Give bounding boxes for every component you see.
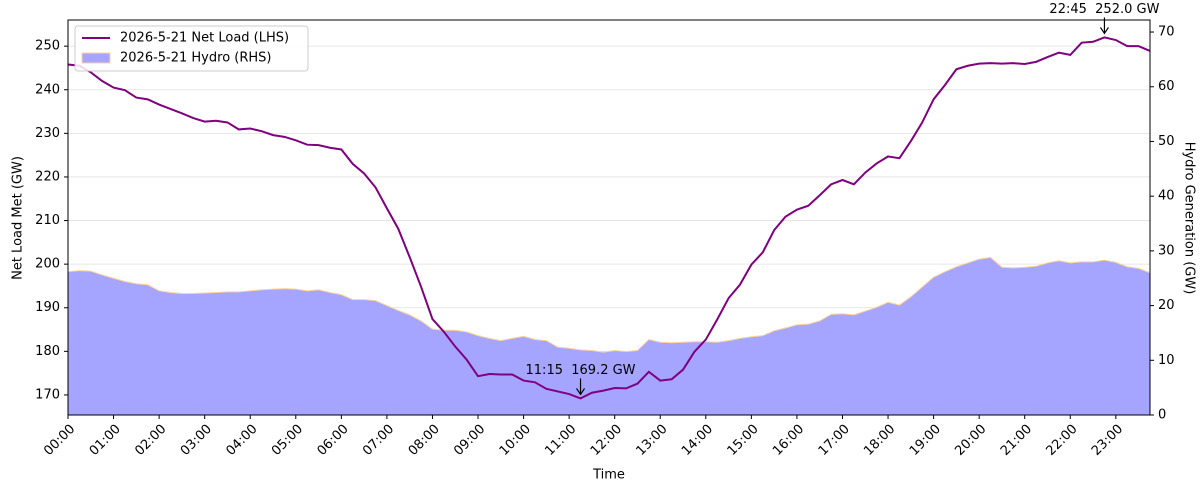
x-tick-label: 05:00 bbox=[269, 422, 306, 459]
x-tick-label: 03:00 bbox=[178, 422, 215, 459]
y2-tick-label: 10 bbox=[1158, 353, 1175, 368]
annotation-arrowhead bbox=[576, 388, 586, 396]
x-tick-label: 04:00 bbox=[223, 422, 260, 459]
x-tick-label: 00:00 bbox=[41, 422, 78, 459]
plot-frame bbox=[67, 19, 1151, 416]
y2-axis-label: Hydro Generation (GW) bbox=[1182, 142, 1197, 295]
x-tick-label: 06:00 bbox=[315, 422, 352, 459]
annotation-text: 11:15 169.2 GW bbox=[526, 363, 636, 378]
x-tick-label: 19:00 bbox=[907, 422, 944, 459]
y2-tick-label: 20 bbox=[1158, 298, 1175, 313]
y-tick-label: 250 bbox=[35, 39, 60, 54]
x-tick-label: 16:00 bbox=[770, 422, 807, 459]
y-tick-label: 190 bbox=[35, 300, 60, 315]
net-load-line bbox=[67, 36, 1151, 400]
y-axis-label: Net Load Met (GW) bbox=[11, 156, 26, 280]
x-tick-label: 21:00 bbox=[998, 422, 1035, 459]
x-tick-label: 22:00 bbox=[1043, 422, 1080, 459]
x-tick-label: 18:00 bbox=[861, 422, 898, 459]
x-tick-label: 02:00 bbox=[132, 422, 169, 459]
y-tick-label: 170 bbox=[35, 387, 60, 402]
y2-tick-label: 60 bbox=[1158, 79, 1175, 94]
x-tick-label: 10:00 bbox=[497, 422, 534, 459]
x-tick-label: 08:00 bbox=[406, 422, 443, 459]
x-tick-label: 12:00 bbox=[588, 422, 625, 459]
y-tick-label: 220 bbox=[35, 169, 60, 184]
x-tick-label: 01:00 bbox=[87, 422, 124, 459]
y2-tick-label: 50 bbox=[1158, 134, 1175, 149]
y2-tick-label: 70 bbox=[1158, 25, 1175, 40]
legend-swatch bbox=[81, 52, 111, 64]
hydro-area bbox=[67, 256, 1151, 416]
x-tick-label: 20:00 bbox=[952, 422, 989, 459]
x-tick-label: 11:00 bbox=[542, 422, 579, 459]
y-tick-label: 180 bbox=[35, 344, 60, 359]
annotation-text: 22:45 252.0 GW bbox=[1049, 2, 1159, 17]
x-tick-label: 09:00 bbox=[451, 422, 488, 459]
legend-box bbox=[74, 25, 309, 72]
y-tick-label: 200 bbox=[35, 257, 60, 272]
x-tick-label: 14:00 bbox=[679, 422, 716, 459]
y2-tick-label: 0 bbox=[1158, 408, 1166, 423]
x-tick-label: 15:00 bbox=[725, 422, 762, 459]
y-tick-label: 230 bbox=[35, 126, 60, 141]
x-tick-label: 17:00 bbox=[816, 422, 853, 459]
y-tick-label: 240 bbox=[35, 82, 60, 97]
y2-tick-label: 40 bbox=[1158, 189, 1175, 204]
annotation-arrowhead bbox=[1099, 27, 1109, 35]
legend-label: 2026-5-21 Hydro (RHS) bbox=[120, 51, 271, 66]
y-tick-label: 210 bbox=[35, 213, 60, 228]
legend-label: 2026-5-21 Net Load (LHS) bbox=[120, 31, 289, 46]
x-tick-label: 07:00 bbox=[360, 422, 397, 459]
y2-tick-label: 30 bbox=[1158, 243, 1175, 258]
x-axis-label: Time bbox=[592, 468, 625, 483]
x-tick-label: 23:00 bbox=[1089, 422, 1126, 459]
x-tick-label: 13:00 bbox=[633, 422, 670, 459]
